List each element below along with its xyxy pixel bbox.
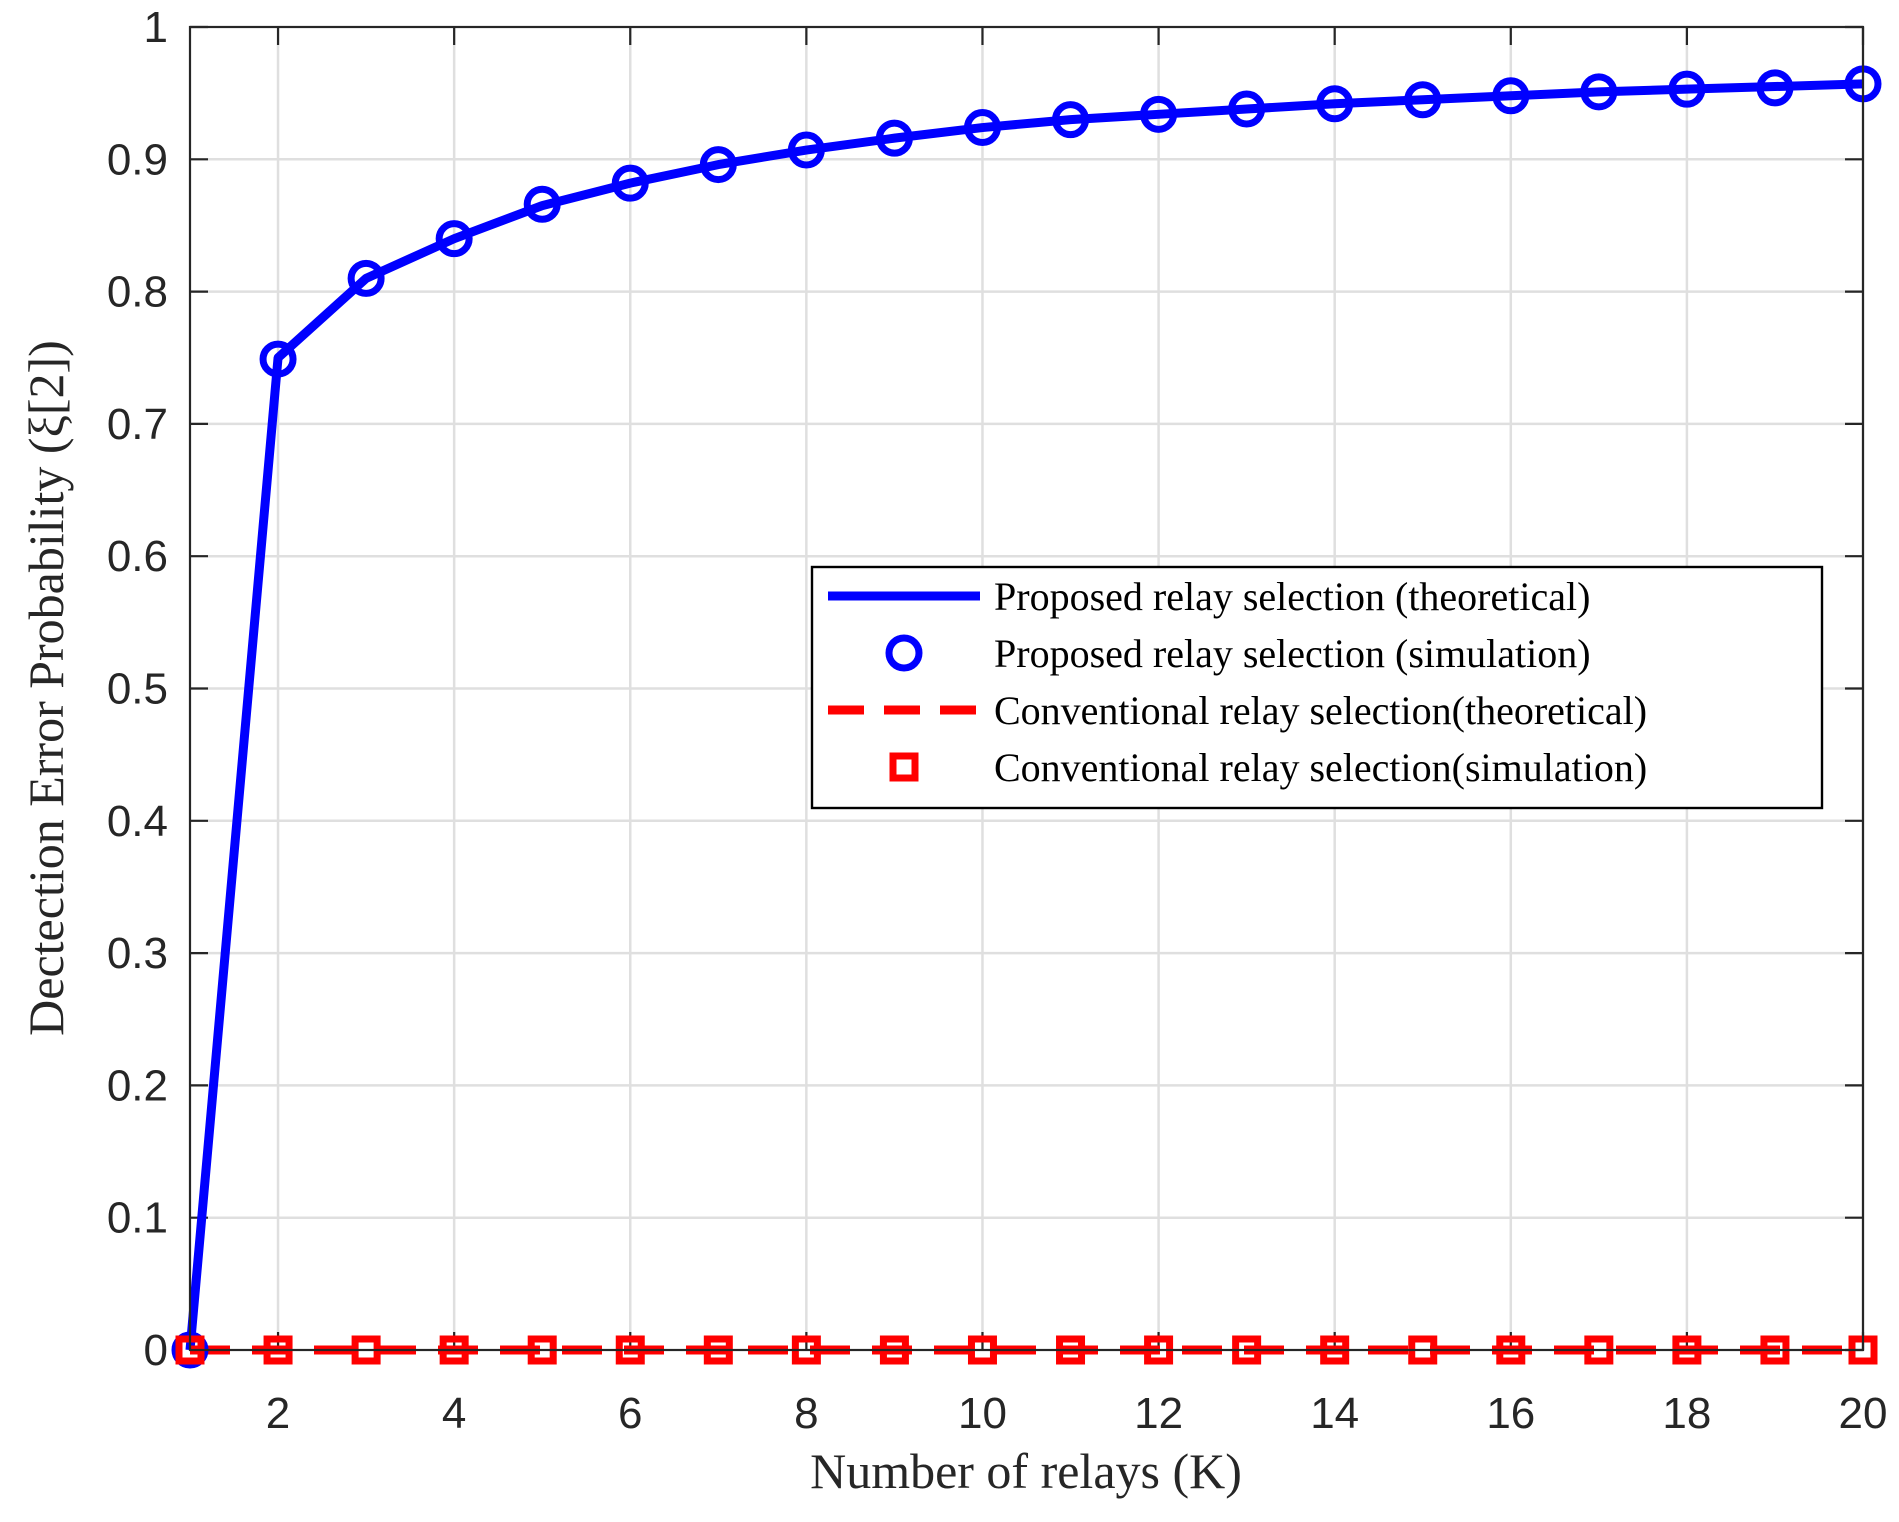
data-point-proposed-simulation [787, 131, 825, 169]
legend-swatch-proposed-simulation [885, 634, 923, 672]
data-point-proposed-simulation [1756, 69, 1794, 107]
data-point-proposed-simulation [875, 119, 913, 157]
legend-label: Proposed relay selection (theoretical) [994, 574, 1590, 619]
y-tick-label: 0.8 [107, 268, 168, 317]
y-tick-label: 0.5 [107, 665, 168, 714]
y-tick-label: 0.1 [107, 1194, 168, 1243]
x-tick-label: 2 [266, 1389, 290, 1438]
data-point-proposed-simulation [1580, 73, 1618, 111]
x-tick-label: 18 [1662, 1389, 1711, 1438]
data-point-proposed-simulation [963, 109, 1001, 147]
y-axis-title-text: Dectection Error Probability (ξ[2]) [18, 340, 74, 1036]
plot-frame [188, 25, 1865, 1352]
data-point-proposed-simulation [1052, 101, 1090, 139]
x-tick-label: 14 [1310, 1389, 1359, 1438]
y-tick-label: 0.7 [107, 400, 168, 449]
x-tick-label: 4 [442, 1389, 466, 1438]
x-tick-label: 8 [794, 1389, 818, 1438]
y-tick-label: 0.4 [107, 797, 168, 846]
data-point-proposed-simulation [523, 185, 561, 223]
data-point-proposed-simulation [435, 220, 473, 258]
legend-box [810, 565, 1824, 810]
legend: Proposed relay selection (theoretical) Pr… [810, 565, 1824, 810]
tick-labels: 2 4 6 8 10 12 14 16 18 20 0 0.1 0.2 0.3 0.4 0.5 0.6 0.7 0.… [107, 3, 1888, 1438]
y-tick-label: 0.2 [107, 1061, 168, 1110]
data-point-proposed-simulation [611, 164, 649, 202]
legend-label: Proposed relay selection (simulation) [994, 631, 1591, 676]
legend-label: Conventional relay selection(theoretical… [994, 688, 1647, 733]
x-tick-label: 6 [618, 1389, 642, 1438]
y-tick-label: 0.3 [107, 929, 168, 978]
x-tick-label: 20 [1839, 1389, 1888, 1438]
data-point-proposed-simulation [1228, 90, 1266, 128]
x-axis-title: Number of relays (K) [810, 1443, 1242, 1499]
data-point-proposed-simulation [1668, 70, 1706, 108]
data-point-proposed-simulation [1140, 95, 1178, 133]
data-point-proposed-simulation [1404, 81, 1442, 119]
data-point-proposed-simulation [347, 259, 385, 297]
data-point-proposed-simulation [699, 146, 737, 184]
y-tick-label: 0.6 [107, 532, 168, 581]
x-axis-title-text: Number of relays (K) [810, 1443, 1242, 1499]
legend-entries: Proposed relay selection (theoretical) Pr… [828, 574, 1647, 790]
y-tick-label: 1 [144, 3, 168, 52]
data-point-proposed-simulation [1316, 85, 1354, 123]
legend-label: Conventional relay selection(simulation) [994, 745, 1647, 790]
y-tick-label: 0.9 [107, 135, 168, 184]
y-tick-label: 0 [144, 1326, 168, 1375]
legend-swatch-conventional-simulation [889, 752, 919, 782]
grid [190, 27, 1865, 1350]
x-tick-label: 10 [958, 1389, 1007, 1438]
data-point-proposed-simulation [259, 340, 297, 378]
x-tick-label: 16 [1486, 1389, 1535, 1438]
x-tick-label: 12 [1134, 1389, 1183, 1438]
data-point-proposed-simulation [1492, 77, 1530, 115]
y-axis-title: Dectection Error Probability (ξ[2]) [18, 340, 74, 1036]
